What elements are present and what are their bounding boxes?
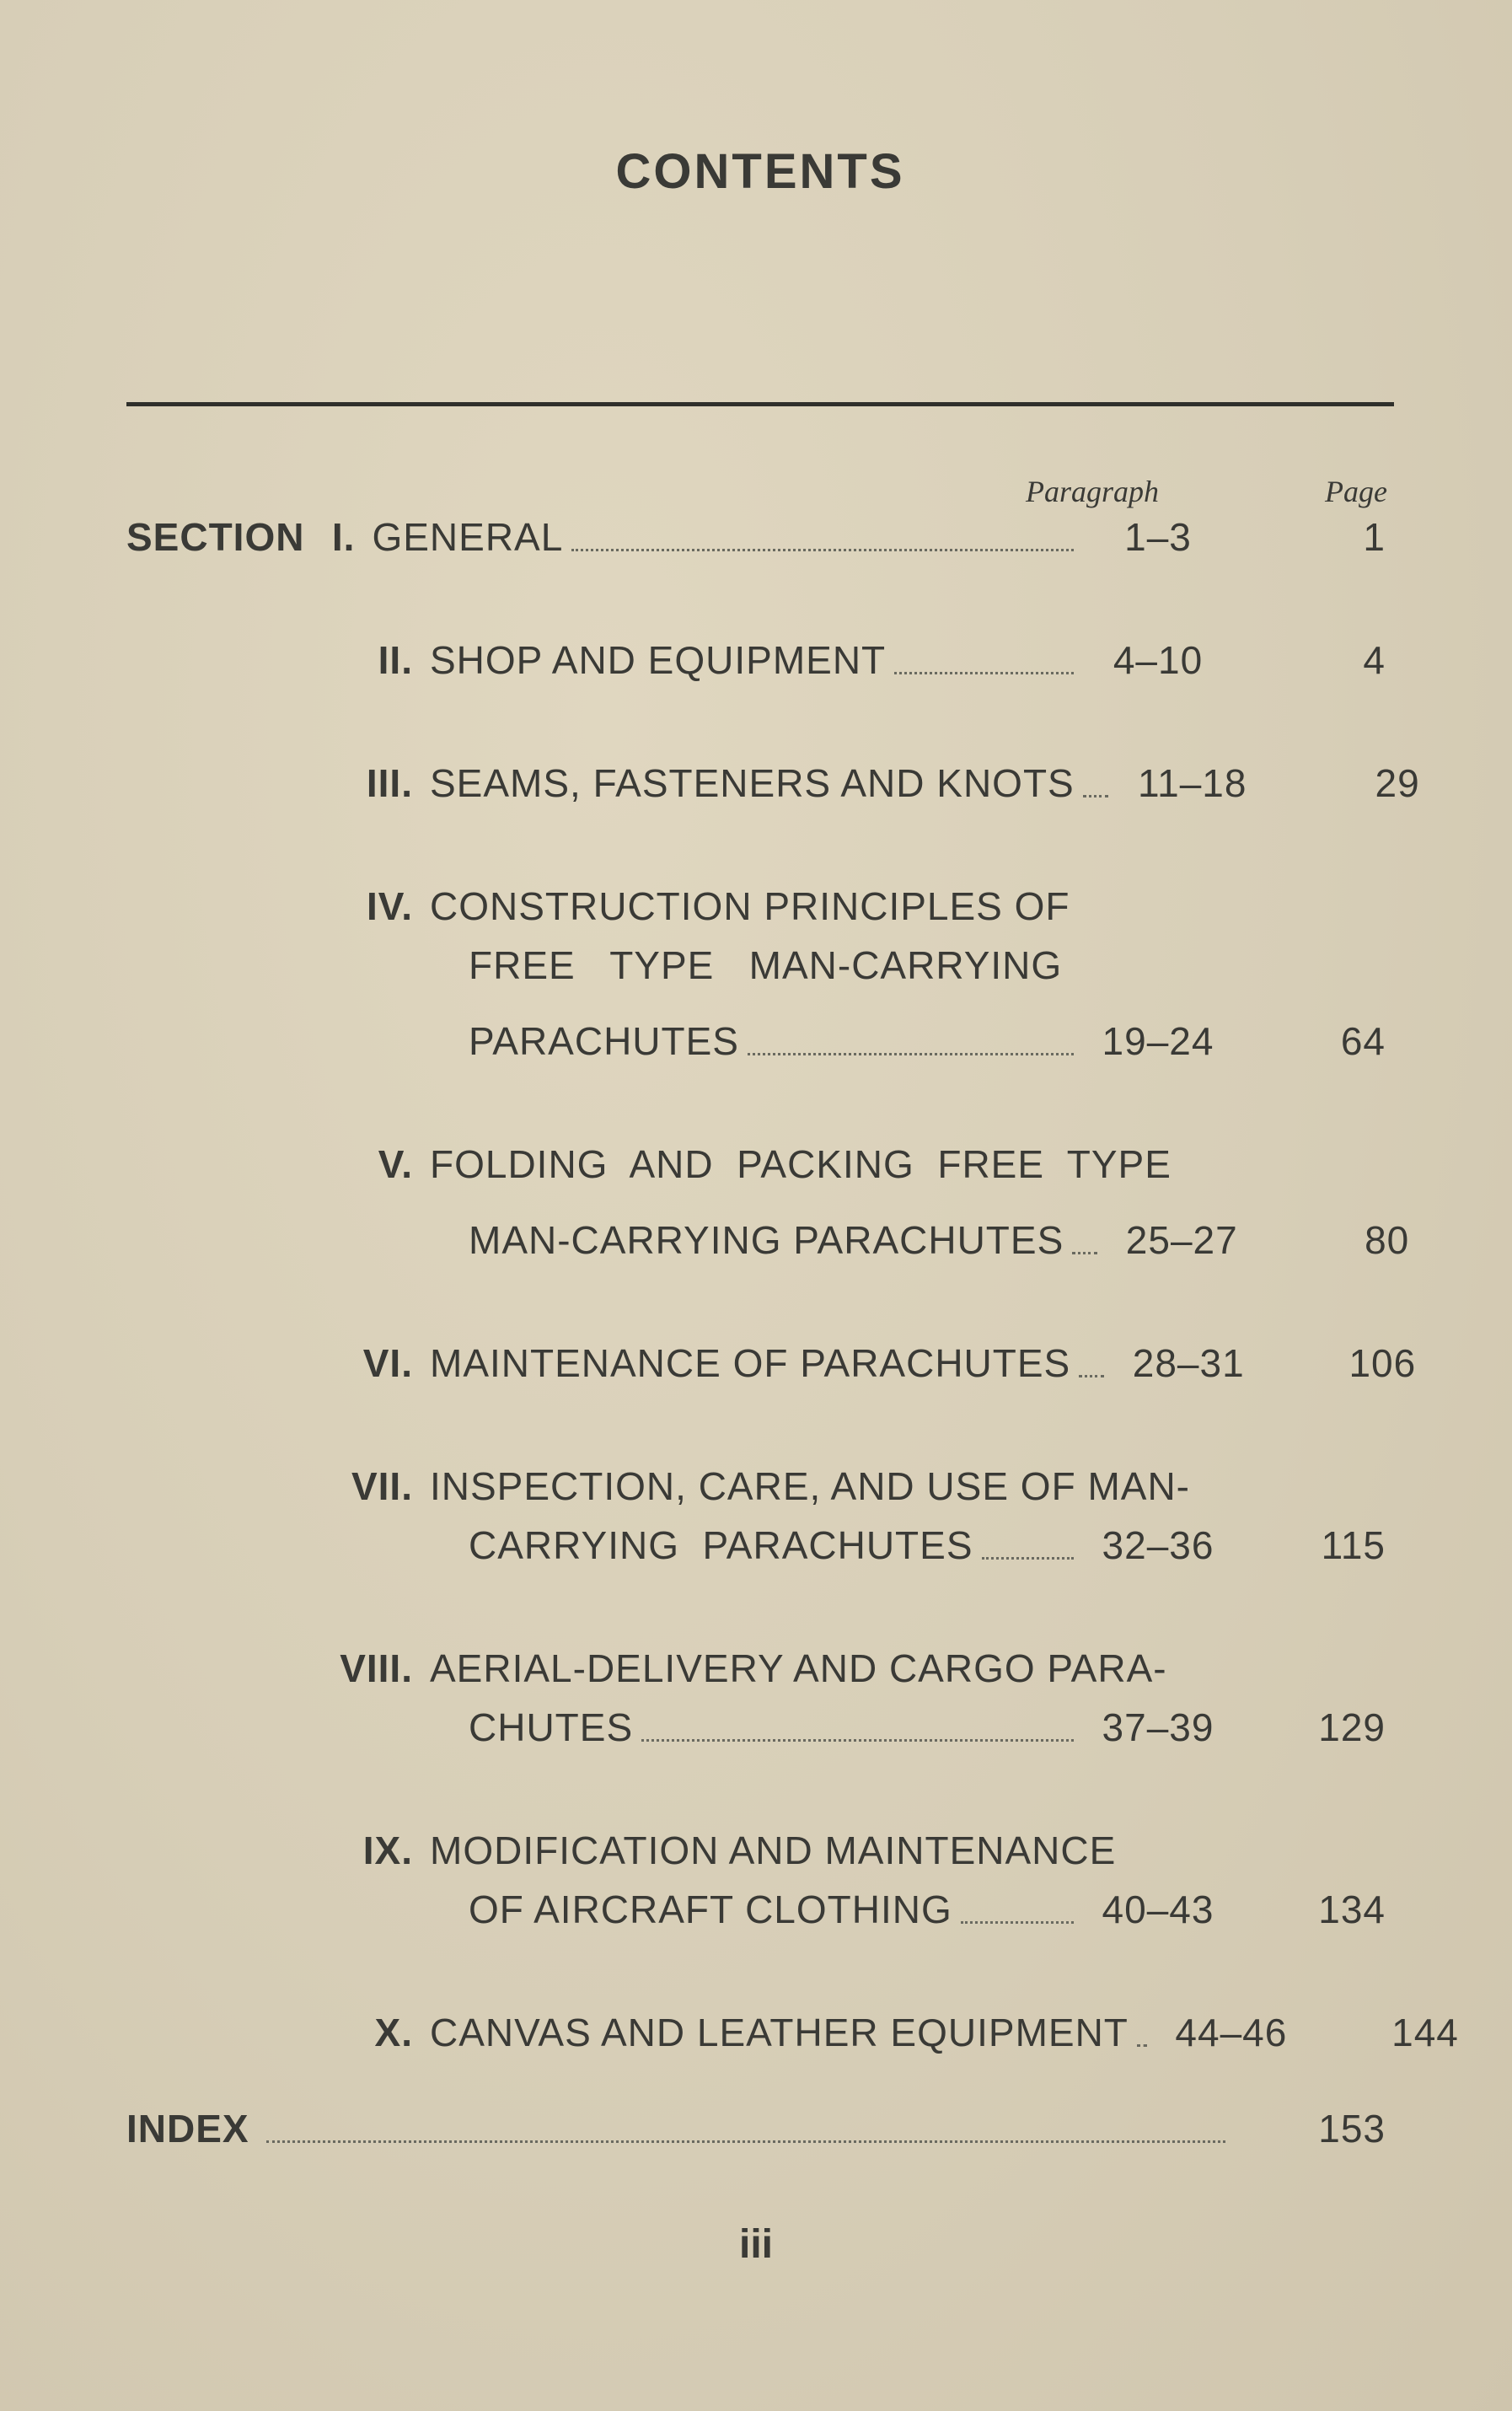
section-title: CHUTES [430,1705,1082,1750]
page-number: 134 [1234,1887,1394,1932]
dot-leader [982,1557,1074,1560]
toc-entry-continuation: CHUTES 37–39 129 [126,1705,1394,1750]
page-number: 129 [1234,1705,1394,1750]
section-title: SHOP AND EQUIPMENT [430,637,1082,683]
section-title-text: PARACHUTES [469,1018,739,1064]
index-label: INDEX [126,2106,258,2151]
section-number: I. [304,514,372,560]
section-title-text: CONSTRUCTION PRINCIPLES OF [430,883,1082,929]
section-title: MAINTENANCE OF PARACHUTES [430,1340,1113,1386]
section-title: FOLDING AND PACKING FREE TYPE [430,1141,1172,1187]
toc-entry: VIII. AERIAL-DELIVERY AND CARGO PARA- [126,1646,1394,1691]
section-number: V. [295,1141,430,1187]
toc-entry-continuation: OF AIRCRAFT CLOTHING 40–43 134 [126,1887,1394,1932]
paragraph-range: 40–43 [1082,1887,1234,1932]
paragraph-range: 19–24 [1082,1018,1234,1064]
section-title: AERIAL-DELIVERY AND CARGO PARA- [430,1646,1167,1691]
toc-entry: IV. CONSTRUCTION PRINCIPLES OF FREE TYPE… [126,883,1394,988]
page-number: 80 [1257,1217,1418,1263]
page-number: 4 [1234,637,1394,683]
dot-leader [894,672,1074,674]
paragraph-range: 25–27 [1106,1217,1257,1263]
dot-leader [266,2140,1225,2143]
section-title: INSPECTION, CARE, AND USE OF MAN- [430,1463,1190,1509]
section-title-text: AERIAL-DELIVERY AND CARGO PARA- [430,1646,1167,1691]
toc-entry: III. SEAMS, FASTENERS AND KNOTS 11–18 29 [126,760,1394,806]
dot-leader [641,1739,1074,1742]
toc-entry-trailing: MAN-CARRYING PARACHUTES 25–27 80 [126,1217,1394,1263]
document-page: CONTENTS Paragraph Page SECTION I. GENER… [0,0,1512,2411]
section-title-text: MAINTENANCE OF PARACHUTES [430,1340,1070,1386]
page-header: Page [1219,474,1394,509]
page-number: 106 [1264,1340,1424,1386]
toc-entry: V. FOLDING AND PACKING FREE TYPE [126,1141,1394,1187]
page-number: 144 [1307,2010,1467,2055]
section-title-text: SEAMS, FASTENERS AND KNOTS [430,760,1075,806]
paragraph-range: 44–46 [1155,2010,1307,2055]
section-number: IX. [295,1828,430,1873]
paragraph-range: 4–10 [1082,637,1234,683]
section-title-continuation: FREE TYPE MAN-CARRYING [430,942,1082,988]
section-number: X. [295,2010,430,2055]
section-title: GENERAL [372,514,1082,560]
page-number: 29 [1268,760,1429,806]
section-number: VII. [295,1463,430,1509]
paragraph-range: 11–18 [1117,760,1268,806]
dot-leader [1083,795,1108,797]
section-title-text: GENERAL [372,514,563,560]
toc-entry: X. CANVAS AND LEATHER EQUIPMENT 44–46 14… [126,2010,1394,2055]
dot-leader [1079,1375,1104,1377]
toc-entry-trailing: PARACHUTES 19–24 64 [126,1018,1394,1064]
paragraph-range: 37–39 [1082,1705,1234,1750]
paragraph-range: 1–3 [1082,514,1234,560]
page-number: 115 [1234,1522,1394,1568]
dot-leader [748,1053,1074,1055]
column-headers: Paragraph Page [126,474,1394,509]
paragraph-header: Paragraph [966,474,1219,509]
toc-entry: II. SHOP AND EQUIPMENT 4–10 4 [126,637,1394,683]
section-title-text: SHOP AND EQUIPMENT [430,637,886,683]
section-title: SEAMS, FASTENERS AND KNOTS [430,760,1117,806]
section-title: CARRYING PARACHUTES [430,1522,1082,1568]
section-title-text: CHUTES [469,1705,633,1750]
dot-leader [571,549,1074,551]
section-title-text: FOLDING AND PACKING FREE TYPE [430,1141,1172,1187]
paragraph-range: 28–31 [1113,1340,1264,1386]
section-number: VIII. [295,1646,430,1691]
section-title-text: CANVAS AND LEATHER EQUIPMENT [430,2010,1129,2055]
section-title-text: OF AIRCRAFT CLOTHING [469,1887,952,1932]
section-number: III. [295,760,430,806]
toc-entry: VII. INSPECTION, CARE, AND USE OF MAN- [126,1463,1394,1509]
section-number: IV. [295,883,430,929]
section-title: OF AIRCRAFT CLOTHING [430,1887,1082,1932]
section-title-text: CARRYING PARACHUTES [469,1522,973,1568]
toc-entry: VI. MAINTENANCE OF PARACHUTES 28–31 106 [126,1340,1394,1386]
section-title: CANVAS AND LEATHER EQUIPMENT [430,2010,1155,2055]
section-title: MODIFICATION AND MAINTENANCE [430,1828,1116,1873]
page-title: CONTENTS [126,143,1394,200]
section-title-text: MAN-CARRYING PARACHUTES [469,1217,1064,1263]
table-of-contents: SECTION I. GENERAL 1–3 1 II. SHOP AND EQ… [126,514,1394,2151]
index-entry: INDEX 153 [126,2106,1394,2151]
dot-leader [961,1921,1074,1924]
section-title: MAN-CARRYING PARACHUTES [430,1217,1106,1263]
section-number: II. [295,637,430,683]
section-title-text: MODIFICATION AND MAINTENANCE [430,1828,1116,1873]
section-title-text: INSPECTION, CARE, AND USE OF MAN- [430,1463,1190,1509]
toc-entry-continuation: CARRYING PARACHUTES 32–36 115 [126,1522,1394,1568]
paragraph-range: 32–36 [1082,1522,1234,1568]
section-number: VI. [295,1340,430,1386]
page-number: 64 [1234,1018,1394,1064]
toc-entry: IX. MODIFICATION AND MAINTENANCE [126,1828,1394,1873]
section-title: PARACHUTES [430,1018,1082,1064]
dot-leader [1072,1252,1097,1254]
section-title: CONSTRUCTION PRINCIPLES OF FREE TYPE MAN… [430,883,1082,988]
page-number: 153 [1234,2106,1394,2151]
horizontal-rule [126,402,1394,406]
toc-entry: SECTION I. GENERAL 1–3 1 [126,514,1394,560]
section-prefix: SECTION [126,514,304,560]
page-number: 1 [1234,514,1394,560]
dot-leader [1137,2044,1147,2047]
footer-page-number: iii [0,2221,1512,2268]
